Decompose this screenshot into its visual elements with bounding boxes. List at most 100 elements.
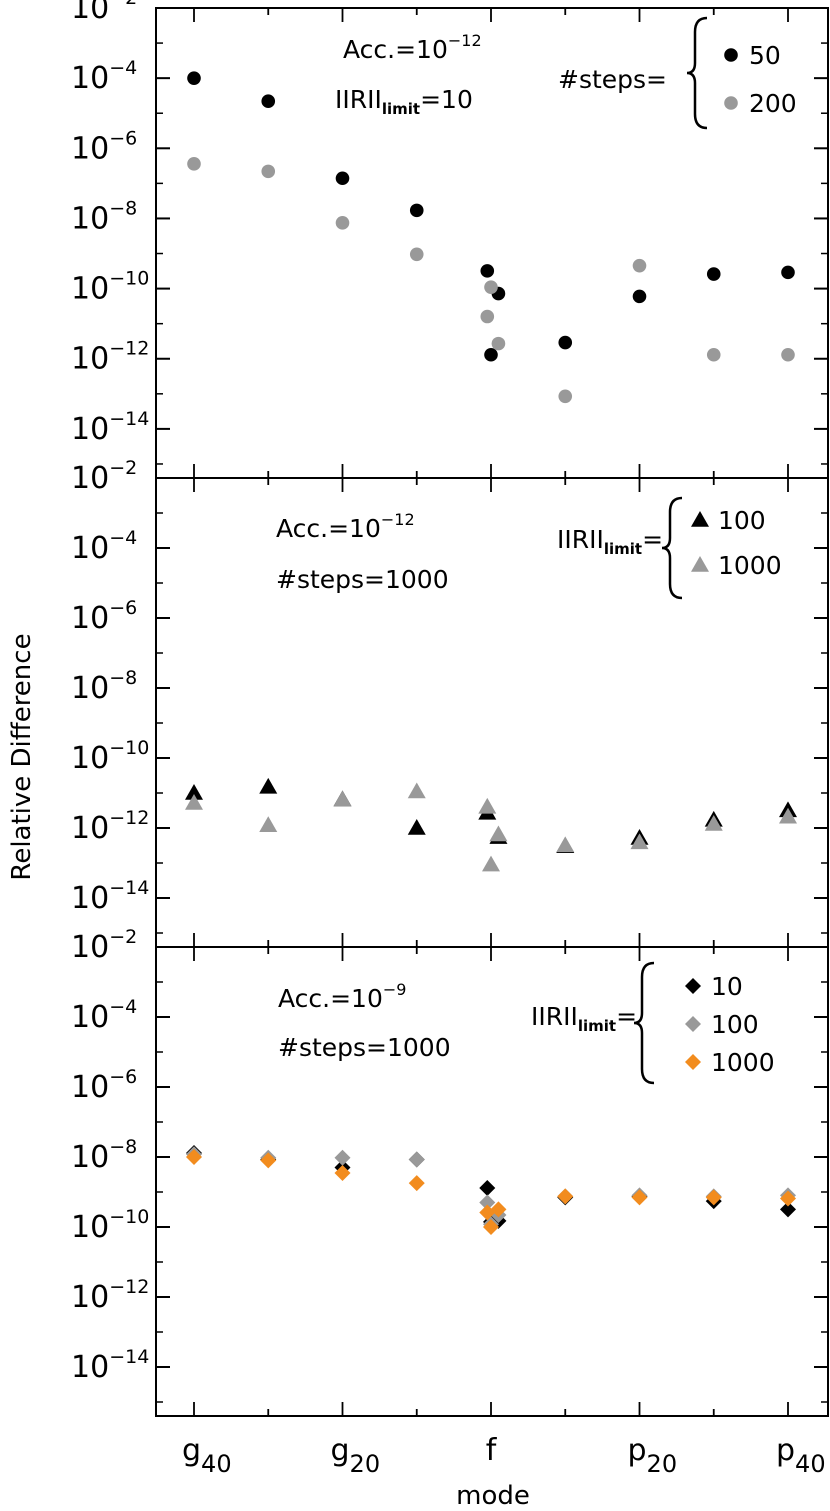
series-1000	[186, 1149, 796, 1235]
data-point	[781, 347, 795, 362]
data-point	[260, 1152, 277, 1169]
x-tick-label: f	[486, 1433, 498, 1468]
series-50	[187, 71, 795, 362]
data-point	[480, 309, 495, 324]
data-point	[259, 777, 278, 794]
legend-entry: 200	[749, 89, 797, 118]
data-point	[187, 157, 201, 171]
legend-marker	[724, 48, 738, 62]
x-axis-label: mode	[456, 1481, 530, 1511]
data-point	[556, 836, 575, 853]
data-point	[334, 1164, 351, 1181]
data-point	[408, 1151, 425, 1168]
legend-title: #steps=	[558, 65, 667, 94]
annotation-accuracy: Acc.=10−12	[276, 510, 415, 543]
data-point	[706, 267, 721, 281]
data-point	[482, 855, 500, 872]
panel-2: 10−2 10−4 10−6 10−8 10−10 10−12 10−14 Acc.=10−1…	[71, 457, 829, 948]
y-tick-label: 10−10	[71, 268, 149, 307]
annotation-accuracy: Acc.=10−9	[278, 980, 406, 1013]
y-tick-label: 10−4	[71, 57, 137, 96]
data-point	[408, 1175, 425, 1192]
data-point	[489, 825, 508, 842]
legend: IIRIIlimit= 100 1000	[557, 496, 782, 600]
data-point	[706, 347, 721, 362]
data-point	[259, 816, 278, 832]
legend-entry: 1000	[718, 551, 782, 580]
legend-entry: 100	[718, 506, 766, 535]
y-tick-label: 10−10	[71, 737, 149, 776]
data-point	[478, 797, 497, 814]
data-point	[261, 164, 276, 179]
data-point	[631, 1189, 648, 1206]
data-point	[557, 1188, 574, 1205]
legend-entry: 100	[711, 1010, 759, 1039]
y-tick-label: 10−8	[71, 1136, 137, 1175]
legend-marker	[685, 1054, 701, 1070]
data-point	[479, 1194, 496, 1211]
y-tick-label: 10−6	[71, 1066, 137, 1105]
y-tick-label: 10−12	[71, 338, 149, 377]
data-point	[491, 336, 506, 351]
data-point	[334, 1149, 351, 1166]
x-tick-label: p20	[628, 1433, 678, 1478]
legend-title: IIRIIlimit=	[557, 525, 663, 558]
panel-frame	[155, 946, 829, 1417]
data-point	[781, 265, 795, 280]
data-point	[484, 347, 498, 362]
series-1000	[185, 782, 797, 872]
data-point	[558, 335, 573, 350]
data-point	[632, 258, 647, 273]
legend-marker	[685, 978, 701, 994]
data-point	[186, 1149, 202, 1165]
annotation-line2: #steps=1000	[278, 1033, 451, 1062]
legend-brace	[686, 16, 708, 130]
y-tick-label: 10−8	[71, 667, 137, 706]
annotation-line2: IIRIIlimit=10	[335, 85, 473, 118]
data-point	[490, 1201, 507, 1218]
y-tick-label: 10−4	[71, 996, 137, 1035]
y-tick-label: 10−6	[71, 597, 137, 636]
data-point	[480, 264, 495, 278]
panels: 10−2 10−4 10−6 10−8 10−10 10−12 10−14 Acc.=10−1…	[71, 0, 829, 1417]
data-point	[335, 171, 350, 186]
y-tick-label: 10−2	[71, 926, 137, 965]
series-100	[185, 777, 797, 854]
data-point	[407, 782, 426, 799]
x-tick-label: g20	[331, 1433, 381, 1478]
data-point	[780, 1201, 796, 1218]
y-tick-label: 10−14	[71, 408, 149, 447]
y-tick-label: 10−14	[71, 877, 149, 916]
data-point	[630, 833, 649, 850]
data-point	[333, 790, 352, 807]
legend-entry: 10	[711, 972, 743, 1001]
data-point	[409, 203, 424, 218]
y-tick-label: 10−14	[71, 1346, 149, 1385]
data-point	[779, 807, 797, 824]
data-point	[185, 793, 203, 810]
panel-frame	[155, 7, 829, 479]
data-point	[780, 1190, 796, 1207]
panel-frame	[155, 477, 829, 948]
legend-marker	[685, 1016, 701, 1032]
panel-3: 10−2 10−4 10−6 10−8 10−10 10−12 10−14 Acc.=10−9…	[71, 926, 829, 1417]
annotation-accuracy: Acc.=10−12	[343, 31, 482, 64]
legend-brace	[661, 496, 683, 600]
y-tick-label: 10−4	[71, 527, 137, 566]
legend-brace	[633, 961, 655, 1085]
legend-entry: 50	[749, 41, 781, 70]
x-tick-label: p40	[776, 1433, 826, 1478]
y-axis-label: Relative Difference	[7, 633, 37, 880]
y-tick-label: 10−6	[71, 127, 137, 166]
data-point	[185, 784, 203, 800]
legend-entry: 1000	[711, 1048, 775, 1077]
y-tick-label: 10−8	[71, 197, 137, 236]
legend-marker	[691, 511, 709, 527]
annotation-line2: #steps=1000	[276, 565, 449, 594]
y-tick-label: 10−2	[71, 457, 137, 496]
panel-1: 10−2 10−4 10−6 10−8 10−10 10−12 10−14 Acc.=10−1…	[71, 0, 829, 479]
y-tick-label: 10−12	[71, 807, 149, 846]
data-point	[261, 94, 276, 109]
legend: #steps= 50 200	[558, 16, 797, 130]
